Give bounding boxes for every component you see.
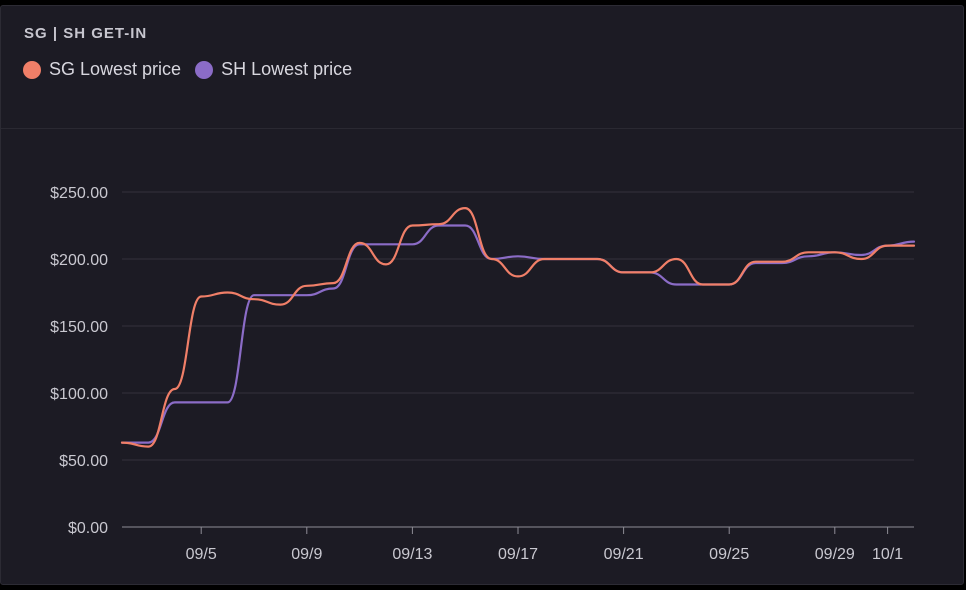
legend: SG Lowest price SH Lowest price (23, 59, 366, 80)
legend-label-sh: SH Lowest price (221, 59, 353, 79)
y-tick-label: $250.00 (50, 185, 108, 202)
chart-card: SG | SH GET-IN SG Lowest price SH Lowest… (0, 5, 964, 585)
legend-label-sg: SG Lowest price (49, 59, 182, 79)
x-tick-label: 09/25 (709, 546, 749, 563)
series-line-sg (120, 207, 916, 448)
legend-item-sg[interactable]: SG Lowest price (23, 59, 181, 80)
legend-dot-sg (23, 60, 41, 79)
y-tick-label: $150.00 (50, 319, 108, 336)
chart-title: SG | SH GET-IN (24, 25, 148, 42)
x-tick-label: 09/13 (392, 546, 432, 563)
line-chart: $0.00 $50.00 $100.00 $150.00 $200.00 $250.00 0… (50, 185, 916, 563)
series-line-sh (120, 224, 916, 444)
x-tick-label: 09/9 (291, 546, 322, 563)
chart-header: SG | SH GET-IN SG Lowest price SH Lowest… (1, 6, 963, 129)
x-tick-label: 09/21 (604, 546, 644, 563)
y-tick-label: $100.00 (50, 386, 108, 403)
legend-item-sh[interactable]: SH Lowest price (195, 59, 352, 80)
x-tick-label: 09/5 (186, 546, 217, 563)
y-tick-label: $200.00 (50, 252, 108, 269)
x-tick-label: 10/1 (872, 546, 903, 563)
x-tick-label: 09/29 (815, 546, 855, 563)
x-tick-label: 09/17 (498, 546, 538, 563)
y-tick-label: $50.00 (59, 453, 108, 470)
legend-dot-sh (195, 60, 214, 79)
y-tick-label: $0.00 (68, 520, 108, 537)
